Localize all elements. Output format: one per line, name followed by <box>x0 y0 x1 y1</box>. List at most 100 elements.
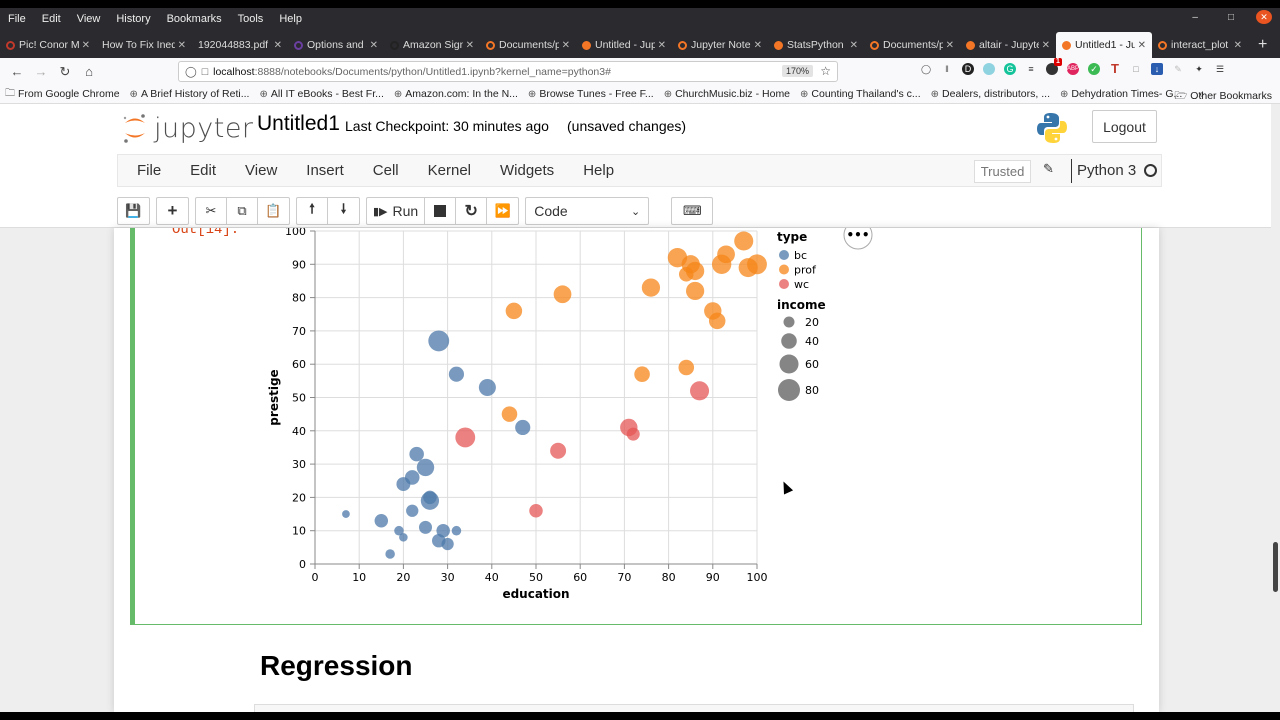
browser-menu-tools[interactable]: Tools <box>237 13 264 25</box>
ext-stack-icon[interactable]: ≡ <box>1028 64 1034 74</box>
insert-cell-button[interactable]: + <box>157 198 188 224</box>
browser-menu-history[interactable]: History <box>116 13 151 25</box>
bookmarks-overflow-button[interactable]: » <box>1198 88 1205 100</box>
pen-ext-icon[interactable]: ✎ <box>1174 64 1182 74</box>
browser-tab[interactable]: 192044883.pdf ✕ <box>192 32 288 58</box>
bookmark-item[interactable]: ⊕ Dealers, distributors, ... <box>930 88 1050 100</box>
bookmark-item[interactable]: ⊕ Browse Tunes - Free F... <box>527 88 654 100</box>
bookmark-item[interactable]: ⊕ A Brief History of Reti... <box>129 88 250 100</box>
interrupt-button[interactable] <box>425 198 457 224</box>
zoom-level[interactable]: 170% <box>781 65 813 77</box>
reader-icon[interactable]: □ <box>1133 64 1139 74</box>
browser-tab[interactable]: Jupyter Note ✕ <box>672 32 768 58</box>
restore-icon[interactable]: □ <box>1227 11 1234 23</box>
run-button[interactable]: ▮▶ Run <box>367 198 426 224</box>
tab-close-icon[interactable]: ✕ <box>657 39 666 51</box>
chart-actions-button[interactable] <box>843 221 873 250</box>
adblock-icon[interactable]: ABP <box>1067 63 1079 75</box>
tab-close-icon[interactable]: ✕ <box>1233 39 1242 51</box>
notebook-menu-cell[interactable]: Cell <box>372 162 399 179</box>
notebook-menu-help[interactable]: Help <box>583 162 615 179</box>
output-cell[interactable] <box>130 228 1142 625</box>
cell-type-select[interactable]: Code ⌄ <box>525 197 650 225</box>
grammarly-icon[interactable]: G <box>1004 63 1016 75</box>
browser-tab[interactable]: Documents/p ✕ <box>864 32 960 58</box>
tab-close-icon[interactable]: ✕ <box>465 39 474 51</box>
tab-close-icon[interactable]: ✕ <box>945 39 954 51</box>
ext-d-icon[interactable]: D <box>962 63 974 75</box>
browser-tab[interactable]: Documents/p ✕ <box>480 32 576 58</box>
browser-tab[interactable]: altair - Jupyte ✕ <box>960 32 1056 58</box>
scrollbar-thumb[interactable] <box>1273 542 1278 592</box>
browser-tab[interactable]: Untitled - Jup ✕ <box>576 32 672 58</box>
tab-close-icon[interactable]: ✕ <box>753 39 762 51</box>
kernel-name[interactable]: Python 3 <box>1071 159 1136 183</box>
restart-button[interactable]: ↻ <box>456 198 488 224</box>
ext-t-icon[interactable]: T <box>1111 61 1119 76</box>
notebook-menu-file[interactable]: File <box>137 162 162 179</box>
browser-menu-bookmarks[interactable]: Bookmarks <box>166 13 222 25</box>
bookmark-item[interactable]: ⊕ All IT eBooks - Best Fr... <box>259 88 384 100</box>
other-bookmarks[interactable]: 🗁 Other Bookmarks <box>1174 90 1272 102</box>
hamburger-menu-icon[interactable]: ☰ <box>1215 64 1225 74</box>
browser-tab[interactable]: Amazon Sign ✕ <box>384 32 480 58</box>
command-palette-button[interactable]: ⌨ <box>672 198 712 224</box>
copy-button[interactable]: ⧉ <box>227 198 258 224</box>
ext-globe-icon[interactable] <box>983 63 995 75</box>
bookmark-item[interactable]: ⊕ Dehydration Times- G... <box>1059 88 1183 100</box>
browser-menu-edit[interactable]: Edit <box>41 13 61 25</box>
page-scrollbar[interactable] <box>1271 104 1280 712</box>
url-bar[interactable]: ◯ □ localhost:8888/notebooks/Documents/p… <box>178 61 838 82</box>
library-icon[interactable]: ‖ <box>945 64 949 74</box>
save-button[interactable]: 💾 <box>118 198 149 224</box>
notebook-menu-edit[interactable]: Edit <box>190 162 217 179</box>
browser-tab[interactable]: Pic! Conor Mc ✕ <box>0 32 96 58</box>
tab-close-icon[interactable]: ✕ <box>273 39 282 51</box>
reload-icon[interactable]: ↻ <box>59 63 71 79</box>
forward-icon[interactable]: → <box>34 64 48 79</box>
minimize-icon[interactable]: – <box>1192 11 1198 23</box>
cut-button[interactable]: ✂ <box>196 198 227 224</box>
pocket-icon[interactable]: ◯ <box>920 64 932 74</box>
bookmark-item[interactable]: ⊕ ChurchMusic.biz - Home <box>663 88 791 100</box>
browser-tab[interactable]: How To Fix Ineq ✕ <box>96 32 192 58</box>
tab-close-icon[interactable]: ✕ <box>1137 39 1146 51</box>
notebook-menu-widgets[interactable]: Widgets <box>500 162 555 179</box>
next-code-cell[interactable] <box>254 704 1134 712</box>
jupyter-logo[interactable]: jupyter <box>122 112 254 144</box>
tab-close-icon[interactable]: ✕ <box>849 39 858 51</box>
home-icon[interactable]: ⌂ <box>85 64 93 79</box>
browser-menu-view[interactable]: View <box>76 13 101 25</box>
download-ext-icon[interactable]: ↓ <box>1151 63 1163 75</box>
notebook-name[interactable]: Untitled1 <box>257 112 340 135</box>
browser-tab[interactable]: interact_plot ✕ <box>1152 32 1248 58</box>
browser-tab[interactable]: Options and s ✕ <box>288 32 384 58</box>
new-tab-button[interactable]: + <box>1258 36 1268 53</box>
browser-menu-file[interactable]: File <box>8 13 26 25</box>
browser-menu-help[interactable]: Help <box>279 13 302 25</box>
restart-run-all-button[interactable]: ⏩ <box>487 198 518 224</box>
tab-close-icon[interactable]: ✕ <box>369 39 378 51</box>
logout-button[interactable]: Logout <box>1092 110 1157 143</box>
move-down-button[interactable]: 🠗 <box>328 198 359 224</box>
bookmark-item[interactable]: ⊕ Amazon.com: In the N... <box>393 88 518 100</box>
ext-badge-icon[interactable]: 1 <box>1046 58 1062 75</box>
back-icon[interactable]: ← <box>10 64 24 79</box>
move-up-button[interactable]: 🠕 <box>297 198 328 224</box>
paste-button[interactable]: 📋 <box>258 198 289 224</box>
notebook-menu-view[interactable]: View <box>245 162 278 179</box>
notebook-menu-insert[interactable]: Insert <box>306 162 344 179</box>
bookmark-item[interactable]: ⊕ Counting Thailand's c... <box>800 88 921 100</box>
browser-tab[interactable]: Untitled1 - Ju ✕ <box>1056 32 1152 58</box>
ext-bird-icon[interactable]: ✦ <box>1195 64 1203 74</box>
tab-close-icon[interactable]: ✕ <box>177 39 186 51</box>
tab-close-icon[interactable]: ✕ <box>561 39 570 51</box>
shield-ext-icon[interactable]: ✓ <box>1088 63 1100 75</box>
bookmark-item[interactable]: 🗀 From Google Chrome <box>0 86 125 103</box>
close-window-icon[interactable]: ✕ <box>1256 10 1272 24</box>
tab-close-icon[interactable]: ✕ <box>81 39 90 51</box>
tab-close-icon[interactable]: ✕ <box>1041 39 1050 51</box>
trusted-indicator[interactable]: Trusted <box>974 160 1031 183</box>
bookmark-star-icon[interactable]: ☆ <box>820 64 831 78</box>
browser-tab[interactable]: StatsPython ✕ <box>768 32 864 58</box>
